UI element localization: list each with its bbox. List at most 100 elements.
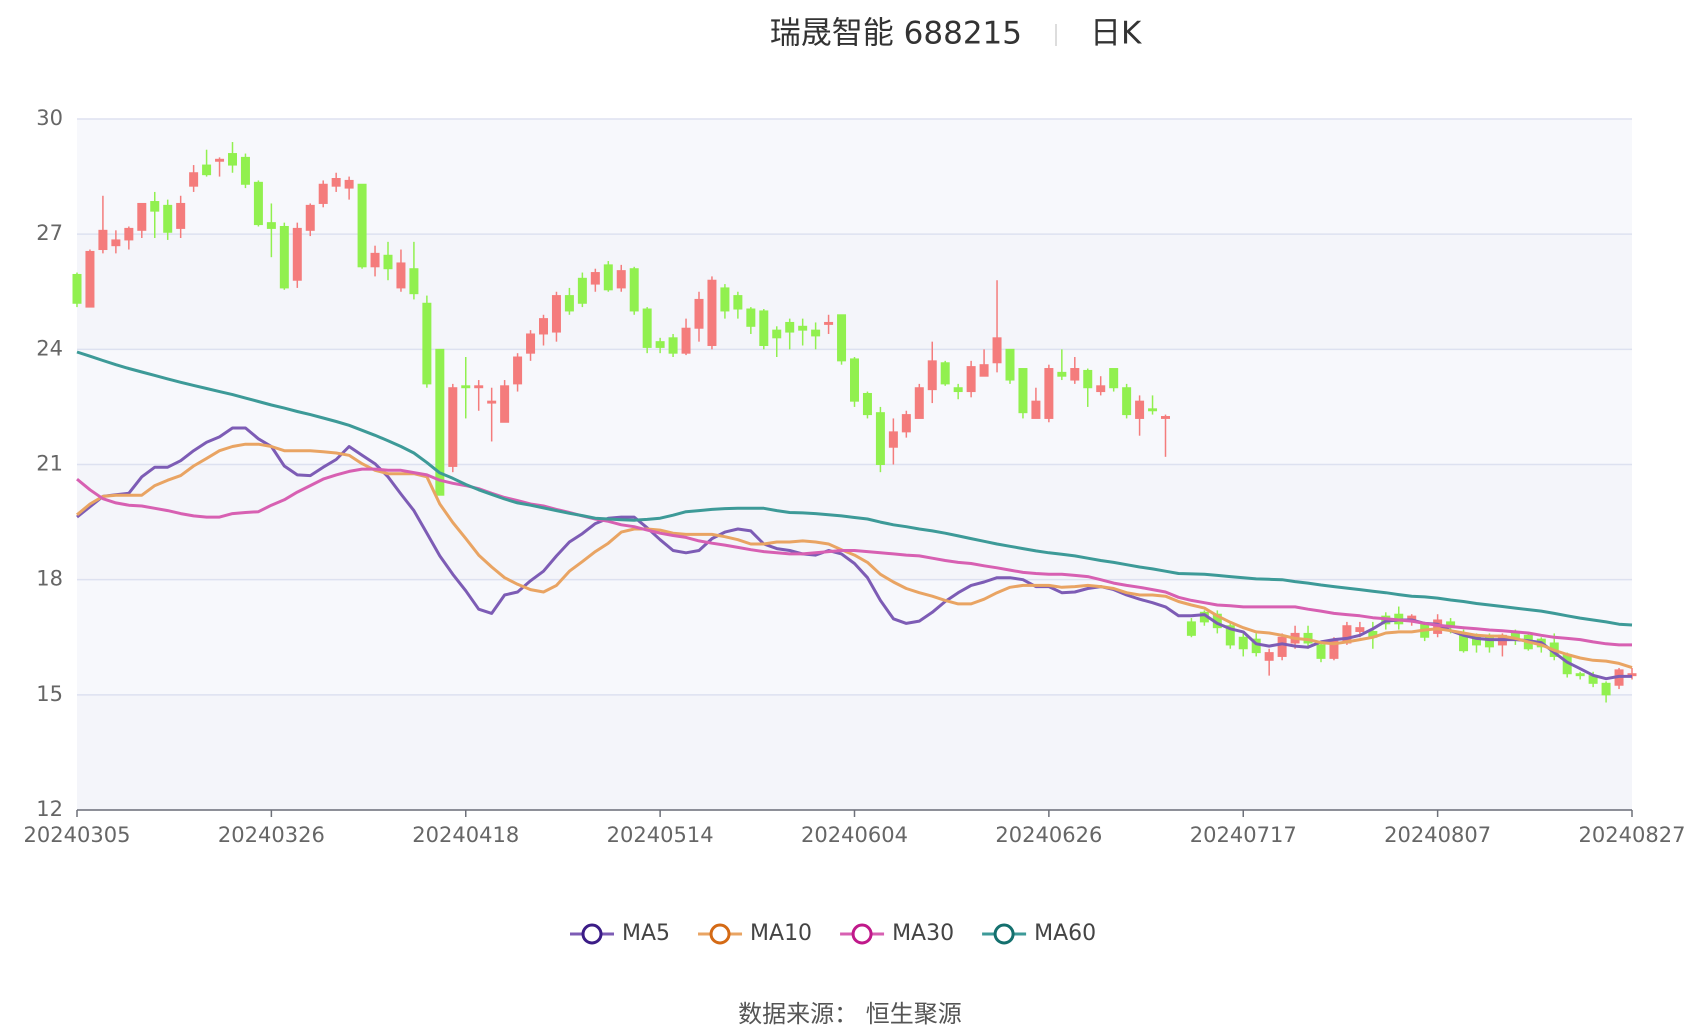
plot-band — [77, 234, 1632, 350]
candle-body — [720, 287, 730, 312]
legend-item[interactable]: MA30 — [840, 921, 954, 946]
candle-body — [215, 158, 225, 162]
candle-body — [1122, 387, 1132, 416]
y-tick-label: 15 — [36, 682, 63, 706]
candle-body — [1161, 416, 1170, 419]
candle-body — [85, 250, 95, 308]
candle-body — [189, 172, 199, 187]
candle-body — [1186, 621, 1196, 636]
candle-body — [1148, 408, 1158, 412]
candle-body — [629, 268, 639, 312]
candle-body — [1096, 385, 1106, 393]
candle-body — [370, 252, 380, 268]
candle-body — [772, 329, 782, 339]
candle-body — [292, 227, 302, 281]
candle-body — [124, 227, 134, 241]
candle-body — [461, 385, 471, 389]
candle-body — [1083, 369, 1093, 389]
x-tick-label: 20240807 — [1384, 823, 1491, 847]
legend-marker — [709, 923, 731, 945]
legend-marker — [993, 923, 1015, 945]
candle-body — [577, 277, 587, 304]
x-tick-label: 20240418 — [412, 823, 519, 847]
candle-body — [448, 387, 458, 467]
candle-body — [72, 273, 82, 304]
candle-body — [979, 364, 989, 377]
candle-body — [1109, 368, 1119, 389]
candle-body — [266, 222, 276, 229]
candle-body — [409, 268, 419, 295]
candle-body — [694, 298, 704, 329]
candle-body — [228, 153, 237, 166]
candle-body — [759, 310, 769, 346]
candle-body — [1277, 636, 1287, 657]
ma-line — [76, 426, 1632, 681]
candle-body — [1575, 673, 1585, 677]
candle-body — [681, 327, 691, 354]
candles — [72, 142, 1637, 703]
candle-body — [746, 308, 756, 327]
candle-body — [137, 202, 147, 231]
candle-body — [590, 272, 600, 285]
candle-body — [642, 308, 652, 348]
candle-body — [176, 202, 186, 229]
ma-line — [76, 467, 1632, 647]
chart-subtitle: 日K — [1090, 16, 1142, 52]
candle-body — [901, 414, 911, 433]
candle-body — [435, 348, 445, 496]
candle-body — [824, 321, 834, 325]
y-tick-label: 18 — [36, 567, 63, 591]
legend-label: MA10 — [750, 921, 812, 946]
candle-body — [98, 229, 108, 251]
ma-line — [76, 442, 1633, 670]
legend-item[interactable]: MA10 — [698, 921, 812, 946]
candle-body — [1135, 400, 1145, 419]
candle-body — [331, 178, 341, 187]
candle-body — [305, 204, 315, 231]
candle-body — [526, 333, 536, 354]
legend: MA5 MA10 MA30 MA60 — [570, 921, 1096, 946]
candle-body — [1238, 636, 1248, 650]
candle-body — [811, 329, 821, 337]
candle-body — [668, 337, 678, 354]
legend-item[interactable]: MA60 — [982, 921, 1096, 946]
candle-body — [707, 279, 717, 346]
candle-body — [318, 183, 328, 204]
candle-body — [655, 341, 665, 348]
candle-body — [564, 295, 574, 312]
legend-item[interactable]: MA5 — [570, 921, 670, 946]
candle-body — [111, 239, 121, 247]
candle-body — [1070, 368, 1080, 381]
candle-body — [1018, 368, 1028, 414]
candle-body — [966, 366, 976, 393]
chart-title: 瑞晟智能 688215 — [770, 16, 1022, 52]
plot-band — [77, 694, 1632, 810]
y-tick-label: 12 — [36, 797, 63, 821]
candle-body — [1264, 652, 1274, 661]
candle-body — [862, 392, 872, 416]
candle-body — [914, 387, 924, 419]
candle-body — [1044, 368, 1054, 419]
x-tick-label: 20240827 — [1579, 823, 1686, 847]
candle-body — [992, 337, 1002, 364]
candle-body — [785, 321, 795, 333]
candle-body — [1225, 625, 1235, 646]
candle-body — [163, 204, 173, 233]
legend-label: MA60 — [1034, 921, 1096, 946]
ma-line — [76, 350, 1633, 627]
candle-body — [474, 385, 484, 389]
candle-body — [500, 385, 510, 423]
candle-body — [1601, 682, 1611, 696]
y-tick-label: 24 — [36, 336, 63, 360]
candle-body — [383, 254, 393, 270]
y-tick-label: 27 — [36, 221, 63, 245]
source-note: 数据来源： 恒生聚源 — [738, 1000, 962, 1028]
candle-body — [539, 318, 548, 335]
candle-body — [837, 314, 847, 362]
candle-body — [888, 431, 898, 448]
plot-band — [77, 464, 1632, 580]
legend-marker — [851, 923, 873, 945]
legend-label: MA30 — [892, 921, 954, 946]
x-tick-label: 20240305 — [24, 823, 131, 847]
